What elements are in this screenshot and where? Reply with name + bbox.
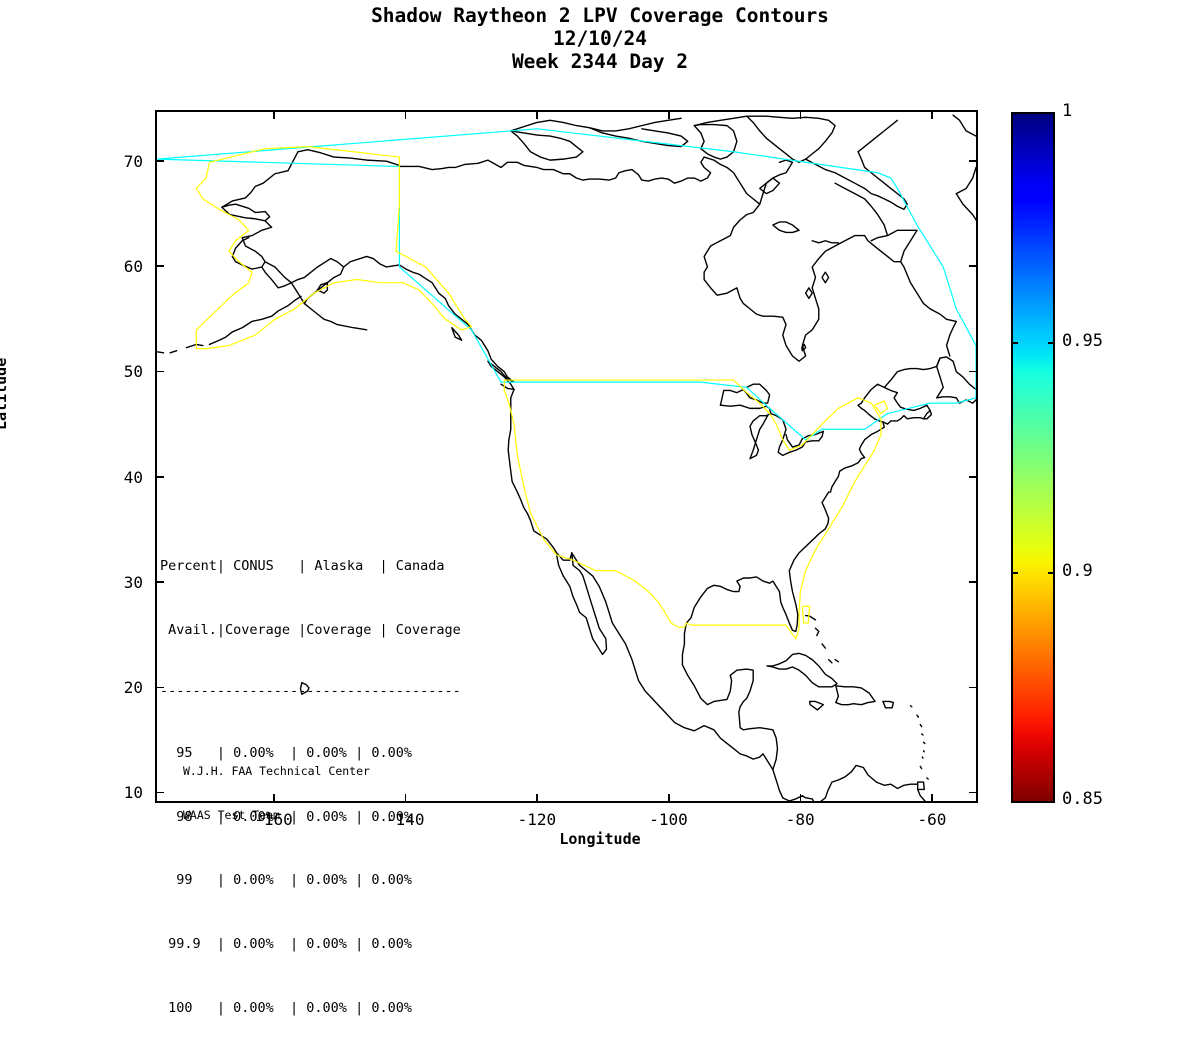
map-svg xyxy=(157,114,976,801)
x-axis-label: Longitude xyxy=(559,830,641,848)
x-tickmark xyxy=(536,794,538,803)
x-tick-label: -80 xyxy=(785,810,815,829)
table-header-rule: ------------------------------------- xyxy=(160,682,461,699)
chart-title-block: Shadow Raytheon 2 LPV Coverage Contours … xyxy=(0,4,1200,73)
table-header-row-2: Avail.|Coverage |Coverage | Coverage xyxy=(160,622,461,639)
attribution-line-2: WAAS Test Team xyxy=(183,807,280,822)
table-row: 99.9 | 0.00% | 0.00% | 0.00% xyxy=(160,936,412,953)
attribution-block: W.J.H. FAA Technical Center WAAS Test Te… xyxy=(183,735,370,837)
x-tickmark xyxy=(404,794,407,803)
table-header-row-1: Percent| CONUS | Alaska | Canada xyxy=(160,558,445,575)
colorbar-gradient xyxy=(1013,114,1053,801)
y-tickmark-right xyxy=(969,791,978,794)
colorbar-min-label: 0.85 xyxy=(1062,789,1103,809)
y-tick-label: 70 xyxy=(123,151,143,171)
x-tick-label: -100 xyxy=(649,810,688,829)
y-tick-label: 50 xyxy=(123,362,143,382)
y-tickmark-right xyxy=(969,581,978,583)
x-tickmark xyxy=(668,794,670,803)
y-axis-label: Latitude xyxy=(0,357,10,430)
y-tickmark xyxy=(155,160,164,162)
y-tick-label: 40 xyxy=(123,467,143,487)
y-tickmark-right xyxy=(969,370,978,373)
canada-service-volume-boundary xyxy=(157,128,976,441)
x-tick-label: -160 xyxy=(254,810,293,829)
y-tickmark-right xyxy=(969,686,978,689)
colorbar-tickmark-right-09 xyxy=(1048,572,1055,574)
y-tick-label: 20 xyxy=(123,678,143,698)
y-tickmark xyxy=(155,581,164,583)
title-line-1: Shadow Raytheon 2 LPV Coverage Contours xyxy=(371,4,829,27)
y-tickmark-right xyxy=(969,476,978,478)
colorbar[interactable] xyxy=(1011,112,1055,803)
x-tickmark-top xyxy=(799,110,802,119)
y-tickmark-right xyxy=(969,265,978,267)
coastline-layer xyxy=(157,114,976,801)
y-tickmark-right xyxy=(969,160,978,162)
x-tickmark-top xyxy=(273,110,275,119)
table-row: 98 | 0.00% | 0.00% | 0.00% xyxy=(160,808,412,825)
x-tickmark xyxy=(799,794,802,803)
colorbar-tick-label-09: 0.9 xyxy=(1062,561,1093,581)
table-row: 100 | 0.00% | 0.00% | 0.00% xyxy=(160,999,412,1016)
x-tickmark-top xyxy=(931,110,933,119)
colorbar-tickmark-left-095 xyxy=(1011,342,1018,344)
y-tickmark xyxy=(155,686,164,689)
colorbar-max-label: 1 xyxy=(1062,101,1073,121)
y-tickmark xyxy=(155,370,164,373)
colorbar-tickmark-left-09 xyxy=(1011,572,1018,574)
conus-alaska-service-volume-boundary xyxy=(195,146,889,641)
x-tick-label: -60 xyxy=(917,810,947,829)
title-line-2: 12/10/24 xyxy=(553,27,647,50)
x-tickmark-top xyxy=(404,110,407,119)
table-row: 95 | 0.00% | 0.00% | 0.00% xyxy=(160,745,412,762)
y-tickmark xyxy=(155,791,164,794)
y-tick-label: 60 xyxy=(123,256,143,276)
x-tick-label: -140 xyxy=(385,810,425,829)
colorbar-tick-label-095: 0.95 xyxy=(1062,331,1103,351)
title-line-3: Week 2344 Day 2 xyxy=(511,50,689,73)
table-row: 99 | 0.00% | 0.00% | 0.00% xyxy=(160,872,412,889)
colorbar-tickmark-right-095 xyxy=(1048,342,1055,344)
y-tick-label: 10 xyxy=(123,783,143,803)
y-tickmark xyxy=(155,265,164,267)
x-tickmark xyxy=(273,794,275,803)
y-tickmark xyxy=(155,476,164,478)
x-tickmark xyxy=(931,794,933,803)
x-tickmark-top xyxy=(536,110,538,119)
attribution-line-1: W.J.H. FAA Technical Center xyxy=(183,764,370,778)
x-tickmark-top xyxy=(668,110,670,119)
map-plot-area[interactable] xyxy=(155,110,978,803)
x-tick-label: -120 xyxy=(517,810,557,829)
y-tick-label: 30 xyxy=(123,572,143,592)
